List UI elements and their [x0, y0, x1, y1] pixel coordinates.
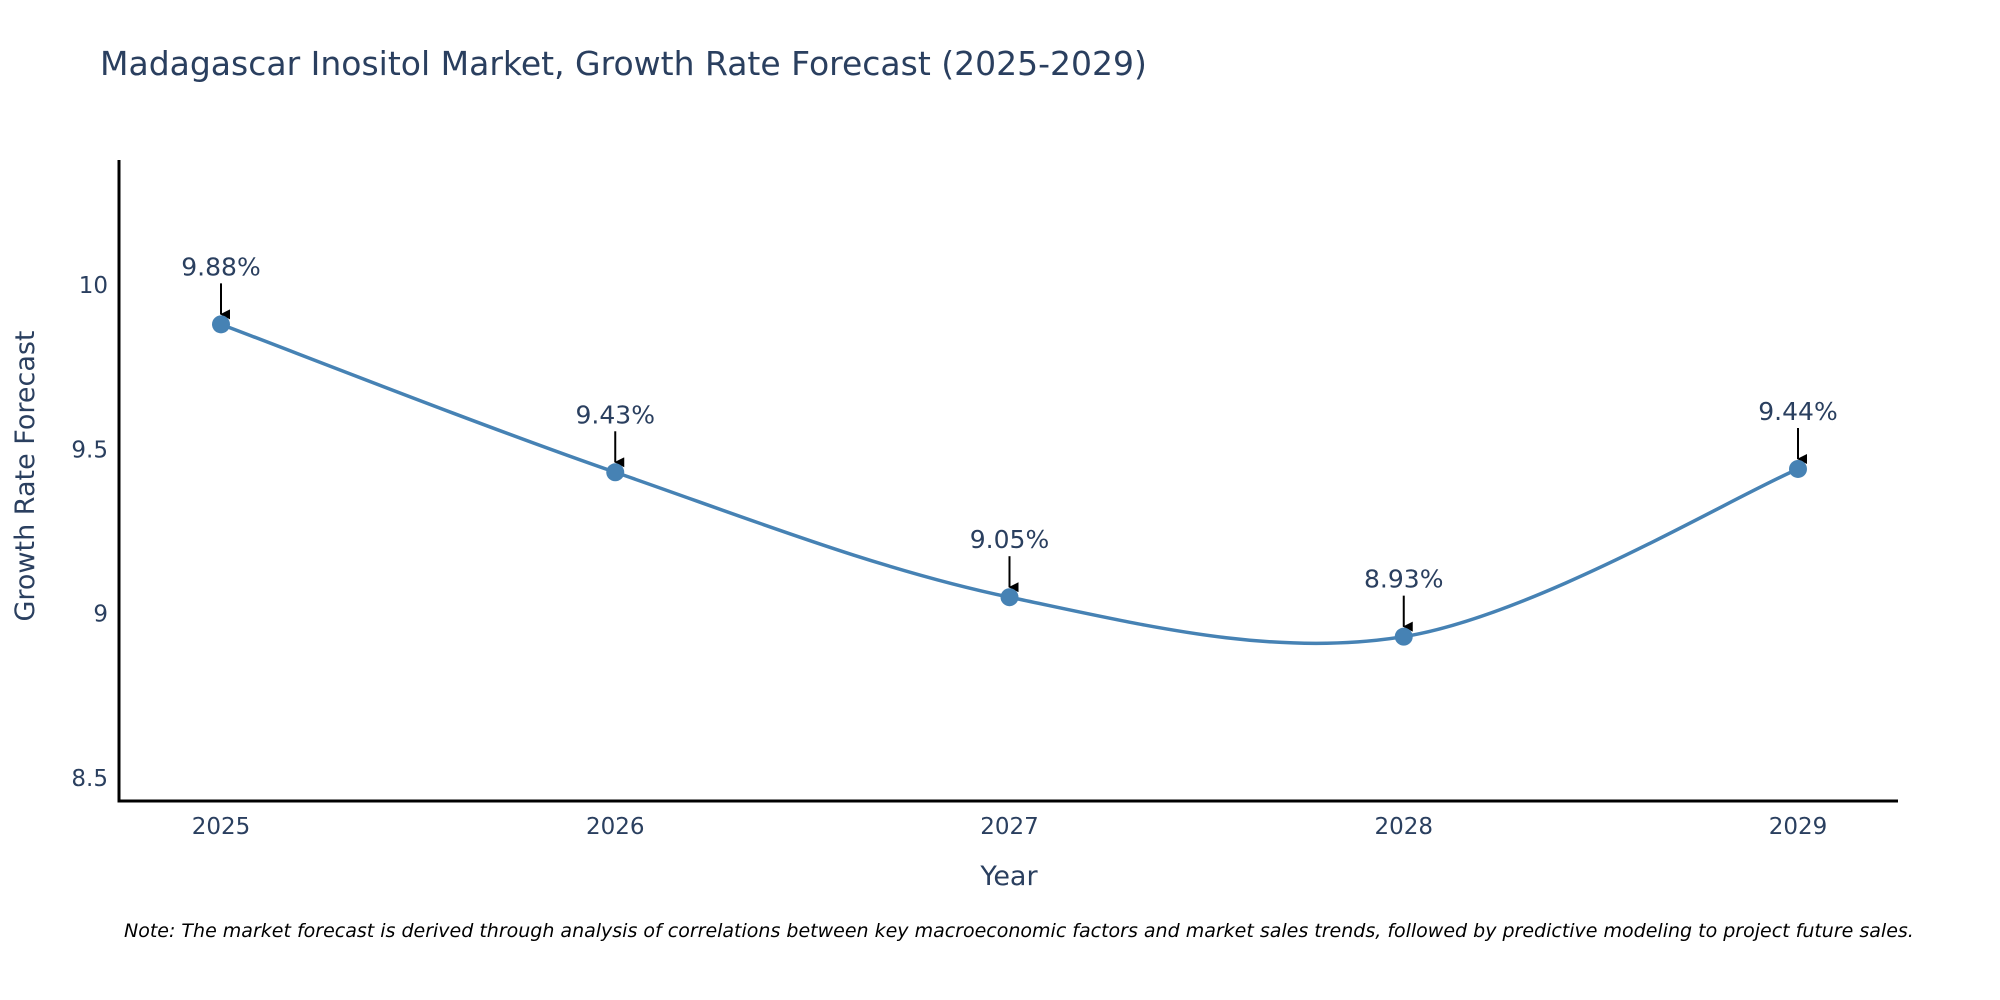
x-axis-title: Year — [979, 861, 1038, 892]
data-point[interactable] — [212, 315, 230, 334]
y-tick-label: 8.5 — [71, 766, 108, 792]
y-axis-title: Growth Rate Forecast — [10, 330, 41, 621]
x-tick-label: 2027 — [980, 814, 1039, 840]
data-label: 9.88% — [181, 252, 260, 281]
annotations: 9.88% 9.43% 9.05% 8.93% 9.44% — [181, 252, 1838, 632]
data-point[interactable] — [1394, 627, 1413, 646]
x-tick-label: 2028 — [1374, 814, 1433, 840]
axes: 8.5 9 9.5 10 2025 2026 2027 2028 2029 — [71, 160, 1898, 840]
data-point[interactable] — [1000, 588, 1019, 607]
data-label: 9.05% — [970, 525, 1049, 554]
markers — [212, 315, 1807, 646]
data-point[interactable] — [606, 463, 625, 482]
x-tick-label: 2029 — [1769, 814, 1828, 840]
data-label: 9.44% — [1758, 397, 1837, 426]
y-tick-label: 9.5 — [71, 437, 108, 463]
data-point[interactable] — [1789, 459, 1807, 478]
chart-title: Madagascar Inositol Market, Growth Rate … — [100, 44, 1147, 83]
chart-note: Note: The market forecast is derived thr… — [124, 920, 1914, 942]
data-label: 8.93% — [1364, 565, 1443, 594]
y-tick-label: 10 — [79, 273, 108, 299]
data-label: 9.43% — [576, 400, 655, 429]
x-tick-label: 2025 — [192, 814, 251, 840]
y-tick-label: 9 — [93, 602, 108, 628]
x-tick-label: 2026 — [586, 814, 645, 840]
